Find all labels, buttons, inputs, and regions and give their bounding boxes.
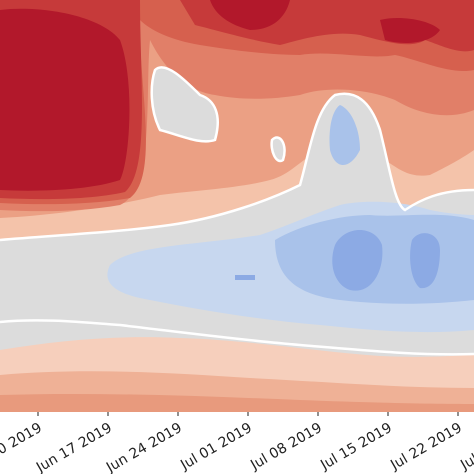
x-tick-label: Jun 17 2019 <box>33 420 115 474</box>
contour-line <box>0 92 474 242</box>
x-tick-label: Jun 24 2019 <box>103 420 185 474</box>
contour-level <box>0 0 440 191</box>
contour-line <box>0 319 474 356</box>
contour-level <box>235 230 440 291</box>
x-tick-label: Jul 22 2019 <box>387 420 464 474</box>
contour-level <box>150 66 286 163</box>
contour-level <box>0 393 474 412</box>
x-tick-label: Jul 08 2019 <box>247 420 324 474</box>
contour-field <box>0 0 474 412</box>
x-tick-label: Jul 01 2019 <box>177 420 254 474</box>
x-tick-label: Jul 15 2019 <box>317 420 394 474</box>
